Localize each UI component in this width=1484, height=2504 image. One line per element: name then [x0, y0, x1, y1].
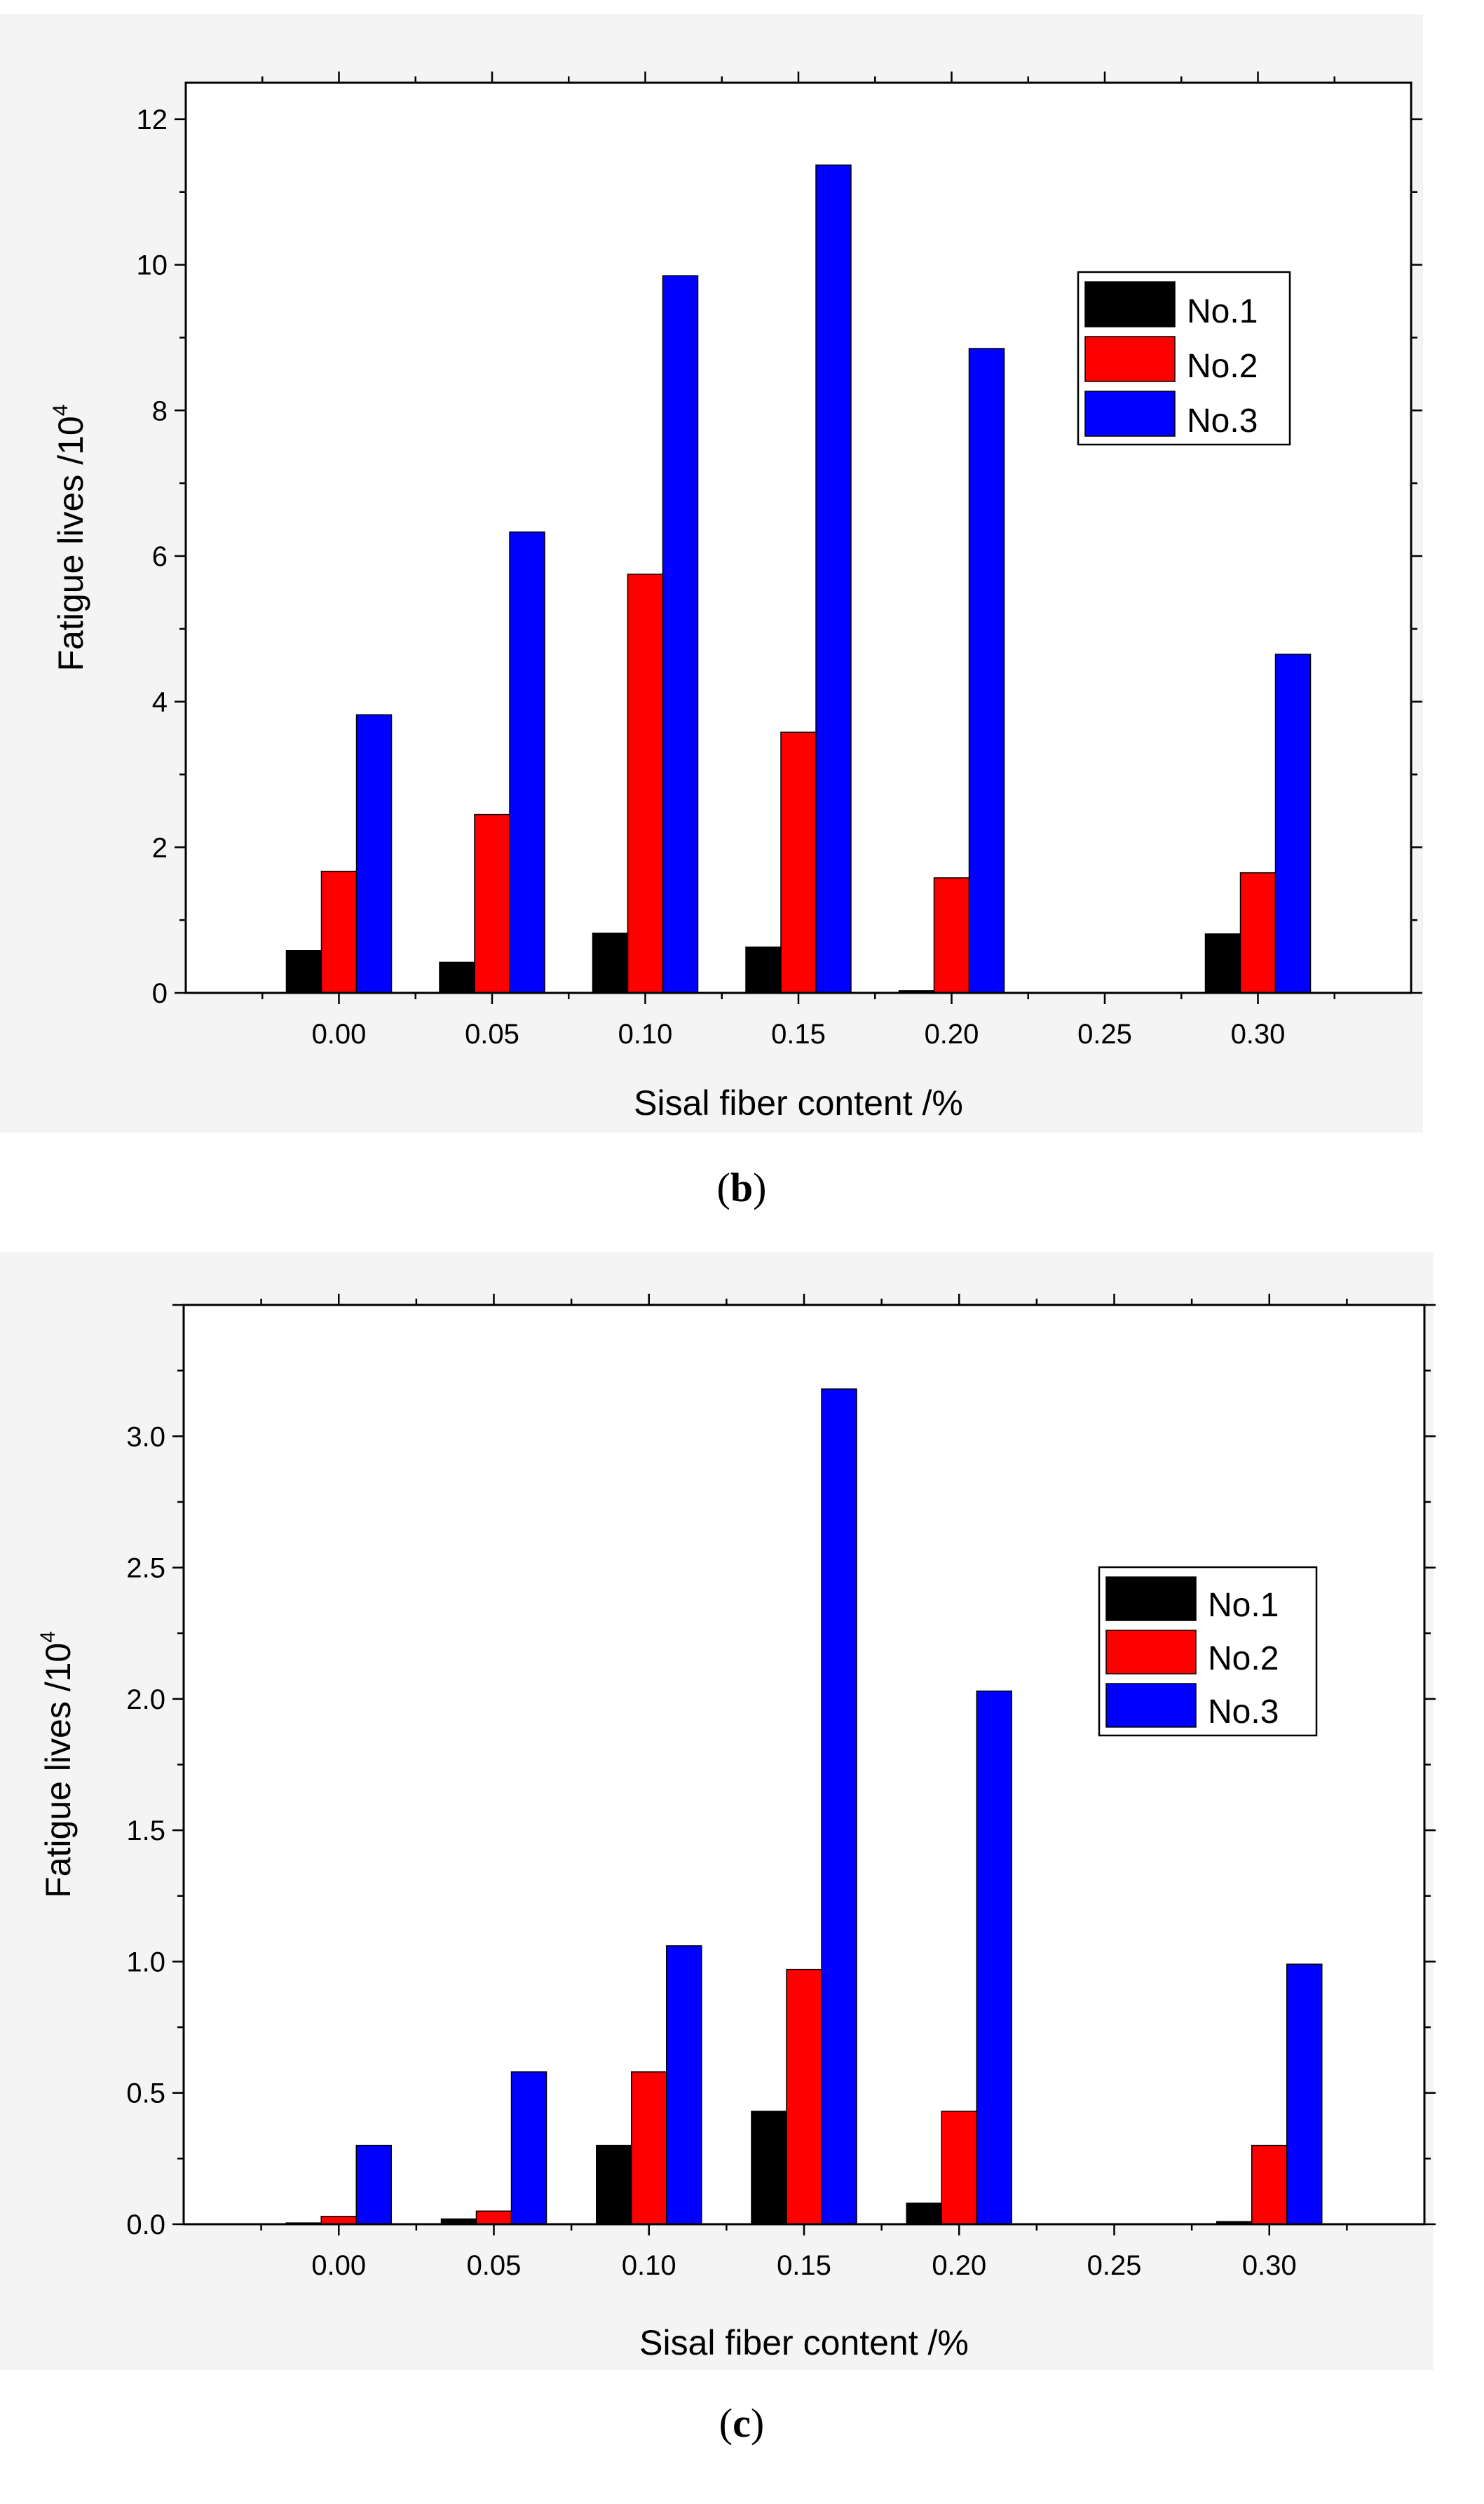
- bar-no2-0.15: [786, 1968, 822, 2225]
- chart-c: 0.0 0.5 1.0 1.5 2.0 2.5 3.0 0.00 0.05 0.10 0.15 0.2…: [0, 1252, 1436, 2446]
- bar-no3-0.30: [1286, 1963, 1323, 2225]
- bar-no2-0.30: [1251, 2144, 1288, 2225]
- legend-label-no3: No.3: [1187, 402, 1258, 440]
- legend-label-no3: No.3: [1208, 1693, 1279, 1731]
- bar-no3-0.10: [662, 275, 699, 994]
- legend-swatch-no3: [1105, 1683, 1197, 1728]
- bar-no3-0.00: [355, 2144, 392, 2225]
- y-tick-label: 2.0: [126, 1684, 165, 1715]
- y-axis-title-text: Fatigue lives /10: [51, 416, 90, 671]
- x-tick-label: 0.00: [311, 2250, 366, 2281]
- bar-no2-0.20: [941, 2111, 977, 2225]
- bar-no1-0.10: [596, 2144, 632, 2225]
- bar-no3-0.15: [815, 164, 852, 994]
- y-tick-label: 12: [137, 104, 168, 135]
- panel-caption: (c): [719, 2400, 764, 2446]
- y-tick-label: 2: [152, 832, 168, 863]
- y-axis-title-text: Fatigue lives /10: [39, 1643, 78, 1898]
- y-axis-title-exponent: 4: [49, 405, 72, 417]
- bar-no3-0.05: [510, 2071, 547, 2225]
- legend-swatch-no1: [1105, 1576, 1197, 1621]
- legend-swatch-no1: [1084, 281, 1176, 327]
- bar-no2-0.15: [780, 731, 817, 994]
- x-tick-label: 0.15: [771, 1019, 826, 1050]
- bar-no3-0.30: [1274, 654, 1312, 994]
- y-tick-label: 6: [152, 541, 168, 572]
- panel-caption-close: ): [751, 2400, 764, 2446]
- x-tick-label: 0.30: [1242, 2250, 1297, 2281]
- y-tick-label: 3.0: [126, 1421, 165, 1452]
- panel-caption-letter: c: [733, 2400, 751, 2446]
- bar-no3-0.20: [968, 348, 1005, 994]
- bar-no2-0.10: [631, 2071, 667, 2225]
- y-tick-label: 0.0: [126, 2209, 165, 2240]
- bar-no1-0.10: [592, 933, 629, 994]
- panel-caption-close: ): [753, 1165, 766, 1210]
- bar-no1-0.15: [745, 946, 782, 994]
- y-tick-label: 0.5: [126, 2078, 165, 2109]
- legend-swatch-no3: [1084, 391, 1176, 437]
- bar-no3-0.10: [666, 1945, 702, 2225]
- bar-no1-0.20: [906, 2202, 942, 2225]
- bar-no1-0.30: [1204, 933, 1241, 994]
- legend-swatch-no2: [1105, 1630, 1197, 1674]
- x-tick-label: 0.05: [465, 1019, 519, 1050]
- y-tick-label: 10: [137, 250, 168, 281]
- y-tick-label: 1.5: [126, 1815, 165, 1846]
- bar-no3-0.05: [509, 531, 545, 994]
- panel-caption-open: (: [717, 1165, 730, 1210]
- bar-no1-0.15: [751, 2111, 787, 2225]
- y-axis-title-exponent: 4: [36, 1631, 60, 1643]
- bar-no1-0.05: [439, 961, 475, 994]
- x-tick-label: 0.25: [1087, 2250, 1142, 2281]
- panel-caption: (b): [717, 1165, 767, 1210]
- bar-no2-0.10: [627, 574, 664, 994]
- x-tick-label: 0.20: [932, 2250, 986, 2281]
- panel-caption-open: (: [719, 2400, 733, 2446]
- chart-b: 0 2 4 6 8 10 12 0.00 0.05 0.10 0.15 0.20 0.25 0.30 Sis…: [0, 14, 1423, 1210]
- bar-no1-0.00: [285, 950, 322, 994]
- y-tick-label: 8: [152, 395, 168, 426]
- legend-label-no1: No.1: [1208, 1587, 1279, 1624]
- legend-label-no1: No.1: [1187, 293, 1258, 330]
- bar-no3-0.00: [355, 714, 393, 994]
- bar-no2-0.20: [933, 877, 970, 994]
- bar-no3-0.20: [976, 1690, 1012, 2225]
- bar-no2-0.05: [474, 813, 510, 994]
- legend-label-no2: No.2: [1208, 1640, 1279, 1677]
- bar-no3-0.15: [821, 1388, 857, 2225]
- x-tick-label: 0.05: [467, 2250, 522, 2281]
- x-tick-label: 0.30: [1231, 1019, 1286, 1050]
- bar-no2-0.05: [475, 2210, 512, 2225]
- x-tick-label: 0.10: [622, 2250, 676, 2281]
- x-tick-label: 0.25: [1077, 1019, 1132, 1050]
- x-axis-title: Sisal fiber content /%: [639, 2323, 969, 2362]
- panel-caption-letter: b: [730, 1165, 753, 1210]
- y-tick-label: 4: [152, 687, 168, 718]
- x-axis-title: Sisal fiber content /%: [634, 1083, 963, 1123]
- y-axis-title: Fatigue lives /104: [36, 1631, 78, 1898]
- y-tick-label: 1.0: [126, 1947, 165, 1977]
- y-tick-label: 0: [152, 978, 168, 1009]
- legend-swatch-no2: [1084, 336, 1176, 382]
- bar-no2-0.30: [1239, 872, 1277, 994]
- x-tick-label: 0.10: [618, 1019, 673, 1050]
- y-tick-label: 2.5: [126, 1553, 165, 1584]
- bar-no2-0.00: [320, 870, 358, 994]
- legend-label-no2: No.2: [1187, 348, 1258, 385]
- x-tick-label: 0.15: [777, 2250, 831, 2281]
- x-tick-label: 0.20: [925, 1019, 979, 1050]
- x-tick-label: 0.00: [312, 1019, 367, 1050]
- y-axis-title: Fatigue lives /104: [49, 405, 90, 672]
- bar-no2-0.00: [320, 2216, 357, 2225]
